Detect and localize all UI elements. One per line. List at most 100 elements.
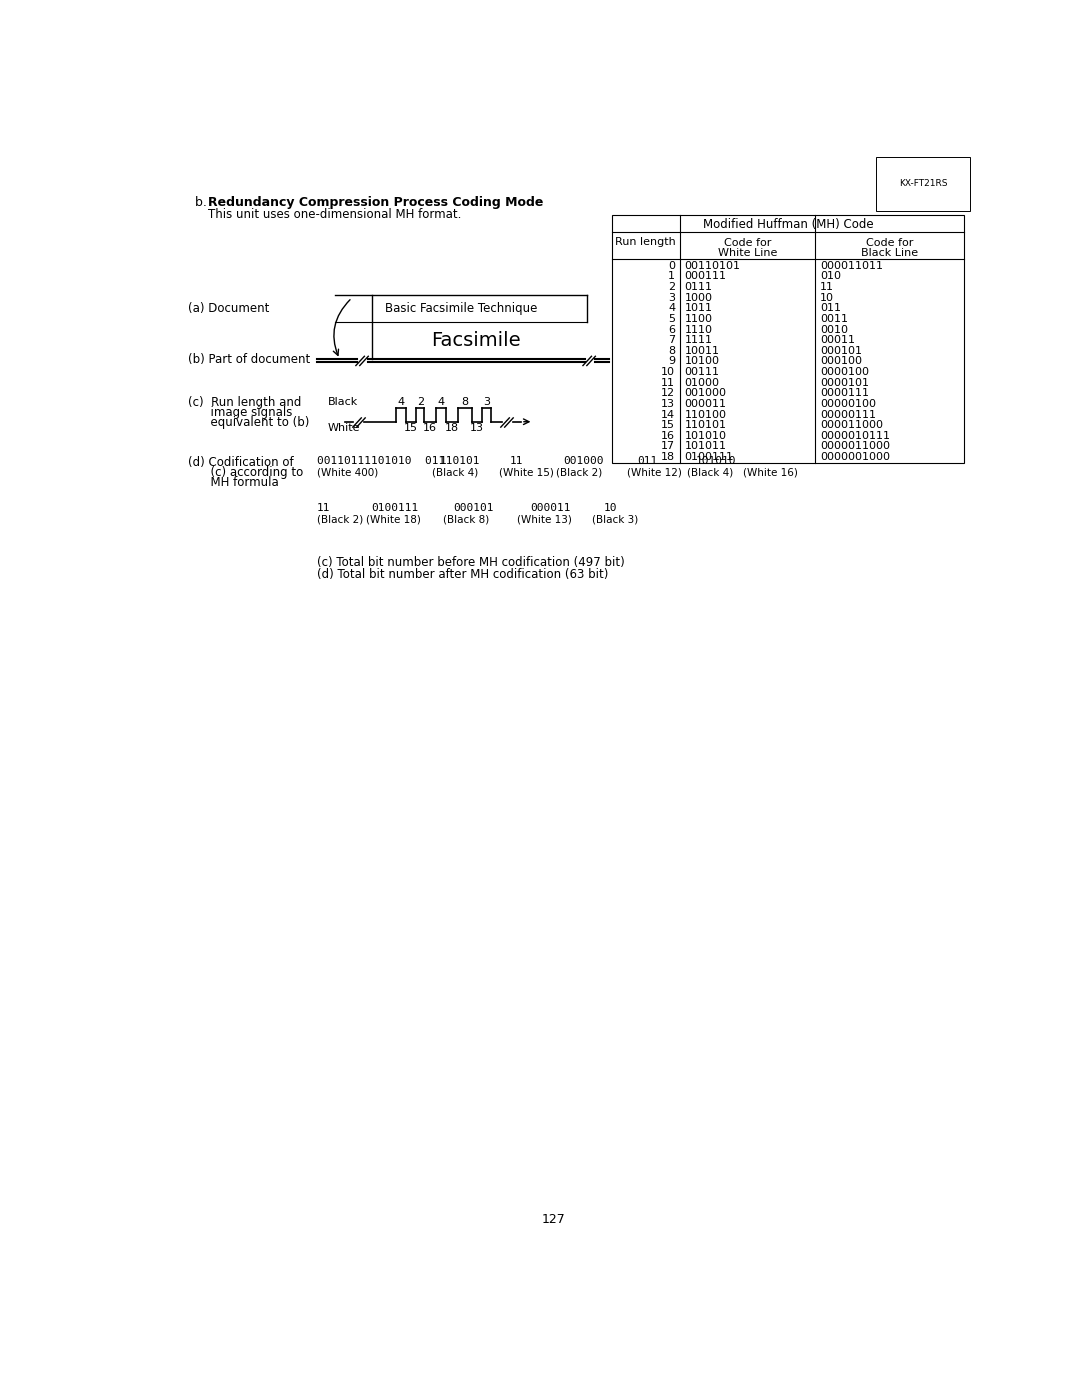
Text: (Black 3): (Black 3) [592, 514, 638, 524]
Text: (White 12): (White 12) [627, 468, 681, 478]
Text: 4: 4 [669, 303, 675, 313]
Text: 10100: 10100 [685, 356, 719, 366]
Text: 12: 12 [661, 388, 675, 398]
Text: 000011011: 000011011 [820, 261, 883, 271]
Text: equivalent to (b): equivalent to (b) [188, 416, 309, 429]
Text: 000100: 000100 [820, 356, 862, 366]
Text: 10: 10 [604, 503, 618, 513]
Text: (d) Total bit number after MH codification (63 bit): (d) Total bit number after MH codificati… [318, 569, 608, 581]
Text: 1011: 1011 [685, 303, 713, 313]
Text: 0100111: 0100111 [372, 503, 419, 513]
Text: 3: 3 [483, 397, 490, 407]
Text: (Black 2): (Black 2) [556, 468, 602, 478]
Text: (White 400): (White 400) [318, 468, 378, 478]
Text: 8: 8 [669, 346, 675, 356]
Text: (Black 4): (Black 4) [687, 468, 733, 478]
Text: 11: 11 [510, 457, 523, 467]
Text: 1110: 1110 [685, 324, 713, 334]
Text: 0010: 0010 [820, 324, 848, 334]
Text: (White 18): (White 18) [366, 514, 421, 524]
Text: 13: 13 [661, 400, 675, 409]
Text: 0100111: 0100111 [685, 453, 733, 462]
Text: 000101: 000101 [820, 346, 862, 356]
Text: 2: 2 [417, 397, 423, 407]
Text: 18: 18 [445, 423, 459, 433]
Text: 17: 17 [661, 441, 675, 451]
Text: b.: b. [195, 196, 212, 210]
Text: Code for: Code for [724, 239, 771, 249]
Text: 110100: 110100 [685, 409, 727, 419]
Text: 000101: 000101 [453, 503, 494, 513]
Text: (d) Codification of: (d) Codification of [188, 457, 294, 469]
Text: 11: 11 [661, 377, 675, 388]
Text: 00000111: 00000111 [820, 409, 876, 419]
Text: Code for: Code for [866, 239, 914, 249]
Text: 0000101: 0000101 [820, 377, 869, 388]
Text: 000011: 000011 [530, 503, 570, 513]
Text: 001000: 001000 [564, 457, 604, 467]
Text: White Line: White Line [718, 249, 778, 258]
Text: (c) Total bit number before MH codification (497 bit): (c) Total bit number before MH codificat… [318, 556, 625, 570]
Text: Basic Facsimile Technique: Basic Facsimile Technique [384, 302, 537, 316]
Text: 00110111101010  011: 00110111101010 011 [318, 457, 445, 467]
Text: (c)  Run length and: (c) Run length and [188, 397, 301, 409]
Text: (White 15): (White 15) [499, 468, 554, 478]
Text: (b) Part of document: (b) Part of document [188, 353, 310, 366]
Text: 0: 0 [669, 261, 675, 271]
Text: 01000: 01000 [685, 377, 719, 388]
Text: 010: 010 [820, 271, 841, 281]
Text: 9: 9 [669, 356, 675, 366]
Text: 1100: 1100 [685, 314, 713, 324]
Text: 18: 18 [661, 453, 675, 462]
Text: Run length: Run length [616, 236, 676, 246]
Text: 7: 7 [669, 335, 675, 345]
Text: 000011000: 000011000 [820, 420, 883, 430]
Text: 2: 2 [669, 282, 675, 292]
Text: Black Line: Black Line [861, 249, 918, 258]
Text: 001000: 001000 [685, 388, 727, 398]
Text: 101011: 101011 [685, 441, 727, 451]
Text: 0000001000: 0000001000 [820, 453, 890, 462]
Text: 0000100: 0000100 [820, 367, 869, 377]
Text: 15: 15 [404, 423, 418, 433]
Text: 127: 127 [542, 1214, 565, 1227]
Text: 0111: 0111 [685, 282, 713, 292]
Text: 16: 16 [661, 430, 675, 441]
Text: 0000011000: 0000011000 [820, 441, 890, 451]
Text: image signals: image signals [188, 407, 292, 419]
Text: 011: 011 [820, 303, 841, 313]
Text: 10011: 10011 [685, 346, 719, 356]
Text: 000011: 000011 [685, 400, 727, 409]
Text: 11: 11 [318, 503, 330, 513]
Text: 1000: 1000 [685, 293, 713, 303]
Text: 3: 3 [669, 293, 675, 303]
Text: White: White [328, 422, 361, 433]
Text: Black: Black [328, 397, 359, 407]
Text: Redundancy Compression Process Coding Mode: Redundancy Compression Process Coding Mo… [207, 196, 543, 210]
Text: 6: 6 [669, 324, 675, 334]
Text: 101010: 101010 [685, 430, 727, 441]
Text: (c) according to: (c) according to [188, 467, 303, 479]
Text: 8: 8 [461, 397, 469, 407]
Text: 1111: 1111 [685, 335, 713, 345]
Text: Facsimile: Facsimile [432, 331, 522, 351]
Text: 14: 14 [661, 409, 675, 419]
Text: 00111: 00111 [685, 367, 719, 377]
Text: 101010: 101010 [696, 457, 735, 467]
Text: 4: 4 [437, 397, 444, 407]
Text: 13: 13 [470, 423, 484, 433]
Text: MH formula: MH formula [188, 476, 279, 489]
Text: 10: 10 [820, 293, 834, 303]
Text: 110101: 110101 [685, 420, 727, 430]
Text: 00011: 00011 [820, 335, 855, 345]
Text: (Black 4): (Black 4) [432, 468, 478, 478]
Text: This unit uses one-dimensional MH format.: This unit uses one-dimensional MH format… [207, 208, 461, 222]
Text: Modified Huffman (MH) Code: Modified Huffman (MH) Code [703, 218, 874, 232]
Text: KX-FT21RS: KX-FT21RS [899, 179, 947, 189]
Text: 0000111: 0000111 [820, 388, 869, 398]
Text: 15: 15 [661, 420, 675, 430]
Text: 000111: 000111 [685, 271, 727, 281]
Text: (Black 8): (Black 8) [444, 514, 489, 524]
Text: 1: 1 [669, 271, 675, 281]
Text: 0000010111: 0000010111 [820, 430, 890, 441]
